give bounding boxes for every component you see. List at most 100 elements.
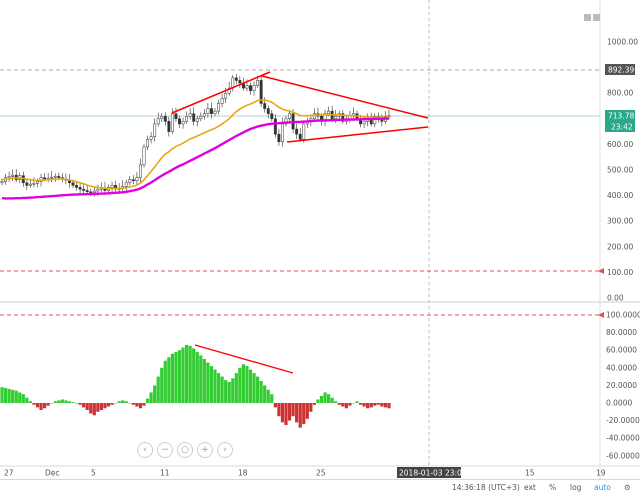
reset-button[interactable]: ○ [177, 442, 193, 458]
candle-body [71, 182, 75, 186]
scroll-left-button[interactable]: ‹ [137, 442, 153, 458]
histogram-bar [135, 403, 139, 407]
histogram-bar [302, 403, 306, 425]
candle-body [227, 87, 231, 94]
histogram-bar [124, 401, 128, 403]
osc-tick-label: 100.0000 [606, 311, 640, 320]
high-price-tag-bg [605, 64, 635, 75]
histogram-bar [383, 403, 387, 408]
auto-toggle[interactable]: auto [594, 483, 611, 492]
price-tick-label: 500.00 [607, 166, 633, 175]
histogram-bar [273, 403, 277, 408]
histogram-bar [145, 398, 150, 403]
trendline-lower [286, 126, 429, 143]
histogram-bar [71, 402, 75, 403]
histogram-bar [298, 403, 302, 428]
histogram-bar [319, 395, 324, 403]
histogram-bar [121, 400, 125, 403]
histogram-bar [376, 403, 380, 405]
candle-body [178, 118, 181, 125]
osc-tick-label: 40.0000 [606, 363, 637, 372]
osc-tick-label: -60.0000 [606, 451, 640, 460]
histogram-bar [18, 392, 22, 403]
candle-body [89, 191, 93, 194]
histogram-bar [181, 347, 185, 403]
histogram-bar [351, 403, 356, 404]
histogram-bar [284, 403, 288, 425]
candle-body [7, 176, 11, 178]
candle-body [185, 115, 189, 122]
histogram-bar [117, 401, 121, 403]
percent-toggle[interactable]: % [549, 483, 557, 492]
histogram-bar [74, 403, 79, 404]
histogram-bar [330, 397, 334, 403]
candle-body [277, 133, 281, 143]
countdown-tag: 23:42 [611, 123, 633, 132]
support-arrow-icon [598, 268, 604, 274]
log-toggle[interactable]: log [570, 483, 582, 492]
histogram-bar [209, 366, 214, 403]
candle-body [50, 176, 54, 179]
candle-body [295, 128, 299, 135]
price-axis-bg[interactable] [600, 0, 640, 479]
price-tick-label: 400.00 [607, 191, 633, 200]
osc-tick-label: -40.0000 [606, 434, 640, 443]
candle-body [312, 113, 316, 120]
candle-body [199, 115, 203, 120]
compare-icon[interactable] [584, 14, 600, 21]
candle-body [341, 113, 345, 122]
candle-body [256, 80, 260, 86]
histogram-bar [99, 403, 103, 411]
histogram-bar [32, 403, 36, 405]
oscillator-axis: 100.0000 80.0000 60.0000 40.0000 20.0000 0.00… [606, 311, 640, 461]
histogram-bar [50, 403, 54, 404]
histogram-bar [234, 373, 238, 403]
candle-body [217, 103, 221, 112]
last-price-tag: 713.78 [608, 112, 634, 121]
zoom-in-button[interactable]: + [197, 442, 213, 458]
candle-body [28, 183, 32, 186]
candle-body [273, 118, 277, 135]
high-price-tag: 892.39 [608, 66, 634, 75]
histogram-bar [35, 403, 40, 408]
histogram-bar [170, 353, 174, 403]
candle-body [302, 123, 306, 140]
candle-body [96, 188, 100, 192]
scroll-right-button[interactable]: › [217, 442, 233, 458]
price-tick-label: 100.00 [607, 268, 633, 277]
candle-body [32, 183, 36, 185]
histogram-bar [67, 401, 72, 403]
histogram-bar [248, 369, 253, 403]
candle-body [188, 113, 192, 117]
time-tick-label: 19 [596, 469, 606, 478]
candle-body [36, 181, 39, 184]
ext-toggle[interactable]: ext [524, 483, 536, 492]
histogram-bar [348, 403, 352, 406]
histogram-bar [153, 385, 157, 403]
candle-body [210, 108, 213, 114]
last-price-tag-bg [605, 110, 635, 121]
candle-body [85, 190, 89, 193]
candle-body [92, 190, 96, 193]
candle-body [213, 110, 217, 114]
candle-body [57, 176, 61, 178]
candle-body [0, 181, 4, 184]
histogram-bar [287, 403, 292, 421]
histogram-bar [163, 360, 167, 403]
histogram-bar [195, 351, 199, 403]
ma-orange-line [1, 99, 389, 190]
trendline-upper-left [171, 71, 271, 114]
zoom-out-button[interactable]: − [157, 442, 173, 458]
histogram-bar [202, 359, 206, 403]
price-tick-label: 800.00 [607, 89, 633, 98]
candle-body [43, 177, 47, 180]
histogram-bar [60, 399, 64, 403]
main-pane[interactable] [0, 0, 600, 300]
time-tick-label: 18 [238, 469, 248, 478]
histogram-bar [295, 403, 299, 423]
gear-icon[interactable]: ⚙ [624, 483, 631, 492]
histogram-bar [3, 388, 8, 403]
osc-tick-label: 20.0000 [606, 381, 637, 390]
histogram-bar [227, 381, 231, 403]
